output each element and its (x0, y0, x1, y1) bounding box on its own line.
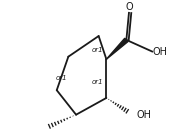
Text: or1: or1 (55, 75, 67, 81)
Polygon shape (106, 38, 128, 59)
Text: or1: or1 (92, 79, 103, 85)
Text: OH: OH (153, 47, 168, 56)
Text: or1: or1 (92, 47, 103, 53)
Text: O: O (126, 2, 133, 12)
Text: OH: OH (136, 110, 151, 120)
